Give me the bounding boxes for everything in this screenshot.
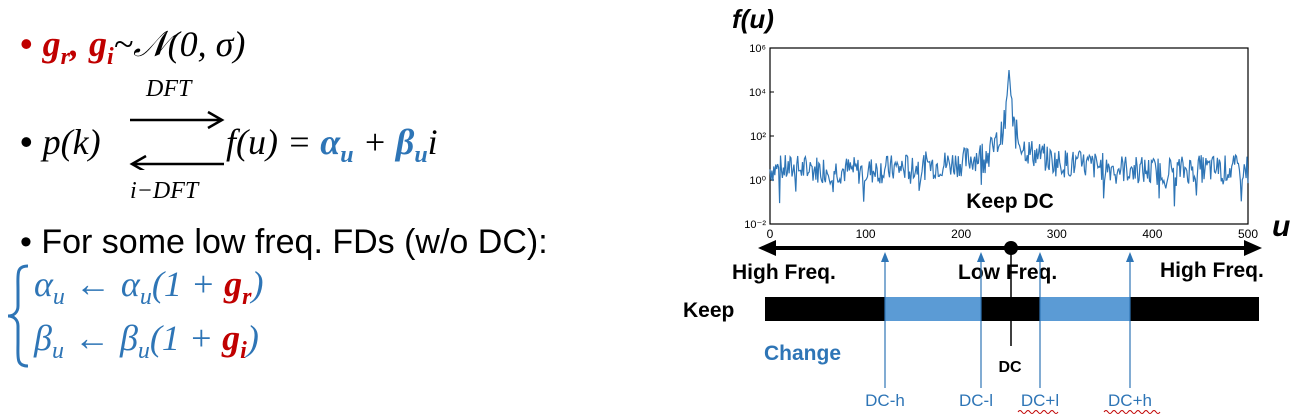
bullet-3-text: For some low freq. FDs (w/o DC): [41,223,548,261]
g-r-symbol: gr [224,264,252,311]
y-tick-label: 10⁻² [744,219,766,231]
keep-label: Keep [683,299,734,322]
marker-dc-minus-l: DC-l [959,391,993,410]
alpha-u: αu [320,122,354,169]
bullet-1: • gr, gi~𝒩(0, σ) [20,23,246,71]
marker-arrows [881,252,1134,388]
update-alpha: αu ← αu(1 + gr) [34,263,264,311]
update-beta: βu ← βu(1 + gi) [34,317,259,365]
keep-bar [765,297,1259,321]
high-freq-right-label: High Freq. [1160,259,1264,282]
normal-distribution: ~𝒩(0, σ) [113,24,246,64]
left-brace [7,264,29,368]
change-label: Change [764,342,841,365]
x-tick-label: 400 [1142,227,1162,241]
bullet-dot: • [20,223,32,261]
spellcheck-underline [1103,410,1161,414]
left-arrowhead [758,240,776,256]
x-tick-label: 200 [951,227,971,241]
dft-arrows [129,110,225,170]
g-i-symbol: gi [88,24,114,71]
x-tick-label: 300 [1047,227,1067,241]
x-tick-label: 100 [856,227,876,241]
x-tick-label: 500 [1238,227,1258,241]
dc-label: DC [998,359,1022,376]
right-arrowhead [1244,240,1262,256]
dc-point [1004,241,1018,255]
marker-dc-minus-h: DC-h [865,391,905,410]
bullet-dot: • [20,121,33,162]
y-tick-label: 10⁴ [749,87,766,99]
marker-dc-plus-h: DC+h [1108,391,1152,410]
x-tick-labels: 0 100 200 300 400 500 [767,227,1259,241]
low-freq-label: Low Freq. [958,261,1057,284]
bullet-2: • p(k) [20,121,101,163]
bullet-3: • For some low freq. FDs (w/o DC): [20,222,548,262]
y-axis-label: f(u) [732,4,774,34]
change-band-left [885,297,981,321]
g-r-symbol: gr [42,24,70,71]
keep-dc-label: Keep DC [966,190,1054,213]
y-tick-labels: 10⁻² 10⁰ 10² 10⁴ 10⁶ [744,43,774,231]
dft-label: DFT [146,76,192,102]
p-of-k: p(k) [42,122,101,162]
y-tick-label: 10⁶ [749,43,766,55]
x-tick-label: 0 [767,227,774,241]
marker-dc-plus-l: DC+l [1021,391,1059,410]
g-i-symbol: gi [222,318,247,365]
bullet-dot: • [20,23,33,64]
y-tick-label: 10² [750,131,766,143]
high-freq-left-label: High Freq. [732,261,836,284]
change-band-right [1040,297,1130,321]
y-tick-label: 10⁰ [749,175,766,187]
x-axis-label: u [1272,210,1290,243]
spellcheck-underline [1017,410,1059,414]
beta-u: βu [395,122,428,169]
spectrum-line [769,69,1249,207]
fourier-equation: f(u) = αu + βui [226,122,438,169]
idft-label: i−DFT [130,178,199,204]
